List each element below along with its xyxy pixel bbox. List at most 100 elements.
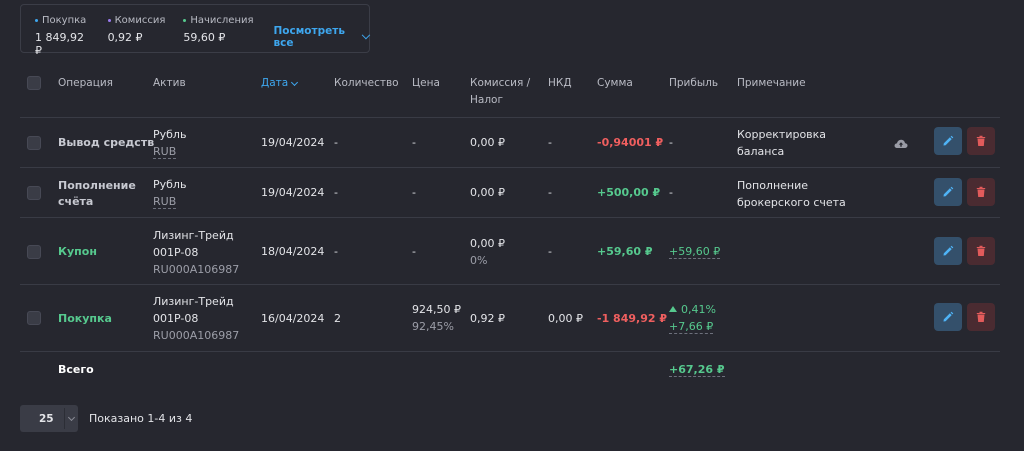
commission: 0,00 ₽: [470, 186, 505, 199]
asset-isin: RU000A106987: [153, 263, 240, 276]
header-asset[interactable]: Актив: [153, 77, 186, 89]
divider: [20, 167, 1000, 168]
summary-label: Начисления: [190, 15, 254, 26]
asset-name-line1: Лизинг-Трейд: [153, 229, 234, 242]
sum: +59,60 ₽: [597, 245, 653, 258]
divider: [20, 284, 1000, 285]
asset-code[interactable]: RUB: [153, 145, 177, 159]
header-commission-line2: Налог: [470, 94, 503, 106]
arrow-up-icon: [669, 306, 677, 312]
asset-name-line1: Лизинг-Трейд: [153, 295, 234, 308]
header-note[interactable]: Примечание: [737, 77, 806, 89]
divider: [20, 351, 1000, 352]
edit-button[interactable]: [934, 237, 962, 265]
asset-name: Рубль: [153, 178, 187, 191]
profit: -: [669, 186, 673, 199]
total-label: Всего: [58, 363, 94, 376]
header-nkd[interactable]: НКД: [548, 77, 572, 89]
chevron-down-icon: [67, 413, 76, 422]
asset-name: Рубль: [153, 128, 187, 141]
pencil-icon: [943, 186, 954, 197]
pencil-icon: [943, 135, 954, 146]
header-sum[interactable]: Сумма: [597, 77, 633, 89]
row-checkbox[interactable]: [27, 136, 41, 150]
asset-name-line2: 001P-08: [153, 246, 199, 259]
pencil-icon: [943, 245, 954, 256]
divider: [20, 117, 1000, 118]
operation-type-line1: Пополнение: [58, 179, 136, 192]
operation-type: Вывод средств: [58, 136, 155, 149]
trash-icon: [976, 311, 986, 322]
row-checkbox[interactable]: [27, 311, 41, 325]
row-checkbox[interactable]: [27, 245, 41, 259]
date: 19/04/2024: [261, 136, 325, 149]
commission: 0,92 ₽: [470, 312, 505, 325]
edit-button[interactable]: [934, 127, 962, 155]
quantity: -: [334, 136, 338, 149]
note-line1: Пополнение: [737, 179, 809, 192]
operation-type: Купон: [58, 245, 97, 258]
select-separator: [64, 408, 65, 429]
divider: [20, 217, 1000, 218]
summary-value: 0,92 ₽: [107, 31, 143, 44]
header-date-label: Дата: [261, 77, 289, 89]
price: -: [412, 186, 416, 199]
cloud-upload-icon[interactable]: [894, 138, 908, 149]
total-profit[interactable]: +67,26 ₽: [669, 363, 725, 377]
dot-icon: [183, 19, 187, 22]
row-checkbox[interactable]: [27, 186, 41, 200]
profit-percent: 0,41%: [669, 301, 716, 318]
asset-name-line2: 001P-08: [153, 312, 199, 325]
delete-button[interactable]: [967, 127, 995, 155]
trash-icon: [976, 135, 986, 146]
header-commission[interactable]: Комиссия / Налог: [470, 75, 530, 109]
profit-percent-value: 0,41%: [681, 303, 716, 316]
commission: 0,00 ₽: [470, 237, 505, 250]
price: -: [412, 245, 416, 258]
nkd: 0,00 ₽: [548, 312, 583, 325]
header-price[interactable]: Цена: [412, 77, 440, 89]
summary-value: 59,60 ₽: [183, 31, 226, 44]
profit[interactable]: +7,66 ₽: [669, 320, 714, 334]
summary-item-purchase: Покупка 1 849,92 ₽: [35, 15, 90, 57]
operation-type-line2: счёта: [58, 195, 94, 208]
header-profit[interactable]: Прибыль: [669, 77, 719, 89]
price: -: [412, 136, 416, 149]
asset-isin: RU000A106987: [153, 329, 240, 342]
date: 18/04/2024: [261, 245, 325, 258]
pagination-info: Показано 1-4 из 4: [89, 412, 193, 425]
dot-icon: [35, 19, 38, 22]
header-operation[interactable]: Операция: [58, 77, 113, 89]
sum: +500,00 ₽: [597, 186, 661, 199]
delete-button[interactable]: [967, 303, 995, 331]
sum: -0,94001 ₽: [597, 136, 664, 149]
summary-item-accruals: Начисления 59,60 ₽: [183, 15, 254, 44]
view-all-link[interactable]: Посмотреть все: [274, 25, 371, 49]
sort-chevron-icon: [291, 78, 299, 86]
select-all-checkbox[interactable]: [27, 76, 41, 90]
delete-button[interactable]: [967, 178, 995, 206]
dot-icon: [107, 19, 111, 22]
commission-percent: 0%: [470, 254, 488, 267]
note-line1: Корректировка: [737, 128, 827, 141]
per-page-select[interactable]: 25: [20, 405, 78, 432]
operation-type: Покупка: [58, 312, 112, 325]
date: 19/04/2024: [261, 186, 325, 199]
edit-button[interactable]: [934, 178, 962, 206]
date: 16/04/2024: [261, 312, 325, 325]
summary-card: Покупка 1 849,92 ₽ Комиссия 0,92 ₽ Начис…: [20, 4, 371, 57]
delete-button[interactable]: [967, 237, 995, 265]
trash-icon: [976, 186, 986, 197]
profit: -: [669, 136, 673, 149]
header-date[interactable]: Дата: [261, 75, 299, 92]
quantity: 2: [334, 312, 341, 325]
price: 924,50 ₽: [412, 303, 461, 316]
profit[interactable]: +59,60 ₽: [669, 245, 721, 259]
price-percent: 92,45%: [412, 320, 454, 333]
note-line2: баланса: [737, 145, 785, 158]
edit-button[interactable]: [934, 303, 962, 331]
quantity: -: [334, 245, 338, 258]
header-quantity[interactable]: Количество: [334, 77, 399, 89]
asset-code[interactable]: RUB: [153, 195, 177, 209]
summary-value: 1 849,92 ₽: [35, 31, 84, 57]
